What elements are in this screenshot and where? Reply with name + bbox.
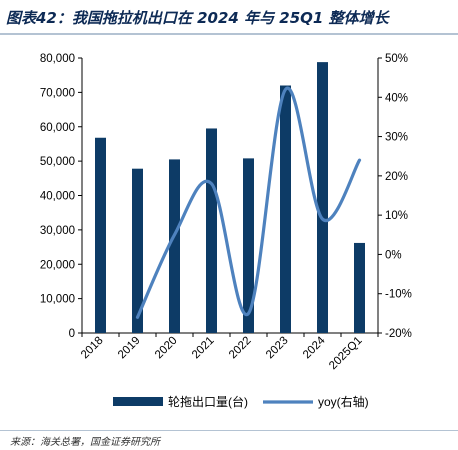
- yoy-line: [135, 86, 362, 319]
- right-tick-label: 10%: [385, 210, 408, 222]
- bar: [317, 62, 328, 333]
- x-tick-label: 2021: [190, 335, 217, 362]
- right-tick-label: 20%: [385, 171, 408, 183]
- x-tick-label: 2024: [301, 334, 328, 361]
- legend-bar-label: 轮拖出口量(台): [168, 394, 248, 409]
- right-tick-label: 0%: [385, 249, 402, 261]
- bar: [206, 128, 217, 333]
- left-tick-label: 20,000: [40, 259, 75, 271]
- bar: [354, 242, 365, 333]
- combo-chart: 0 10,000 20,000 30,000 40,000 50,000 60,000 70,…: [40, 53, 412, 409]
- left-tick-label: 10,000: [40, 294, 75, 306]
- chart-area: 0 10,000 20,000 30,000 40,000 50,000 60,000 70,…: [0, 36, 458, 428]
- bar: [132, 168, 143, 333]
- left-tick-label: 70,000: [40, 87, 75, 99]
- source-divider: [0, 430, 458, 431]
- bar: [169, 159, 180, 333]
- left-tick-label: 60,000: [40, 122, 75, 134]
- left-tick-label: 0: [69, 328, 75, 340]
- legend-line-label: yoy(右轴): [318, 394, 369, 409]
- right-tick-label: 30%: [385, 132, 408, 144]
- x-tick-label: 2023: [264, 335, 291, 362]
- left-tick-label: 30,000: [40, 225, 75, 237]
- x-tick-label: 2019: [116, 335, 143, 362]
- bar: [95, 137, 106, 333]
- left-tick-label: 50,000: [40, 156, 75, 168]
- right-tick-label: 50%: [385, 53, 408, 65]
- right-tick-label: -20%: [385, 328, 412, 340]
- x-tick-label: 2022: [227, 335, 254, 362]
- bar: [280, 85, 291, 333]
- figure-title: 图表42：我国拖拉机出口在 2024 年与 25Q1 整体增长: [6, 9, 389, 27]
- x-tick-label: 2018: [79, 335, 106, 362]
- left-tick-label: 80,000: [40, 53, 75, 65]
- x-tick-label: 2025Q1: [327, 335, 364, 372]
- title-divider: [0, 33, 458, 35]
- right-tick-label: 40%: [385, 92, 408, 104]
- right-tick-label: -10%: [385, 289, 412, 301]
- source-note: 来源：海关总署，国金证券研究所: [10, 437, 160, 448]
- bar: [243, 158, 254, 333]
- x-tick-label: 2020: [153, 335, 180, 362]
- legend-bar-swatch: [113, 397, 163, 406]
- left-tick-label: 40,000: [40, 191, 75, 203]
